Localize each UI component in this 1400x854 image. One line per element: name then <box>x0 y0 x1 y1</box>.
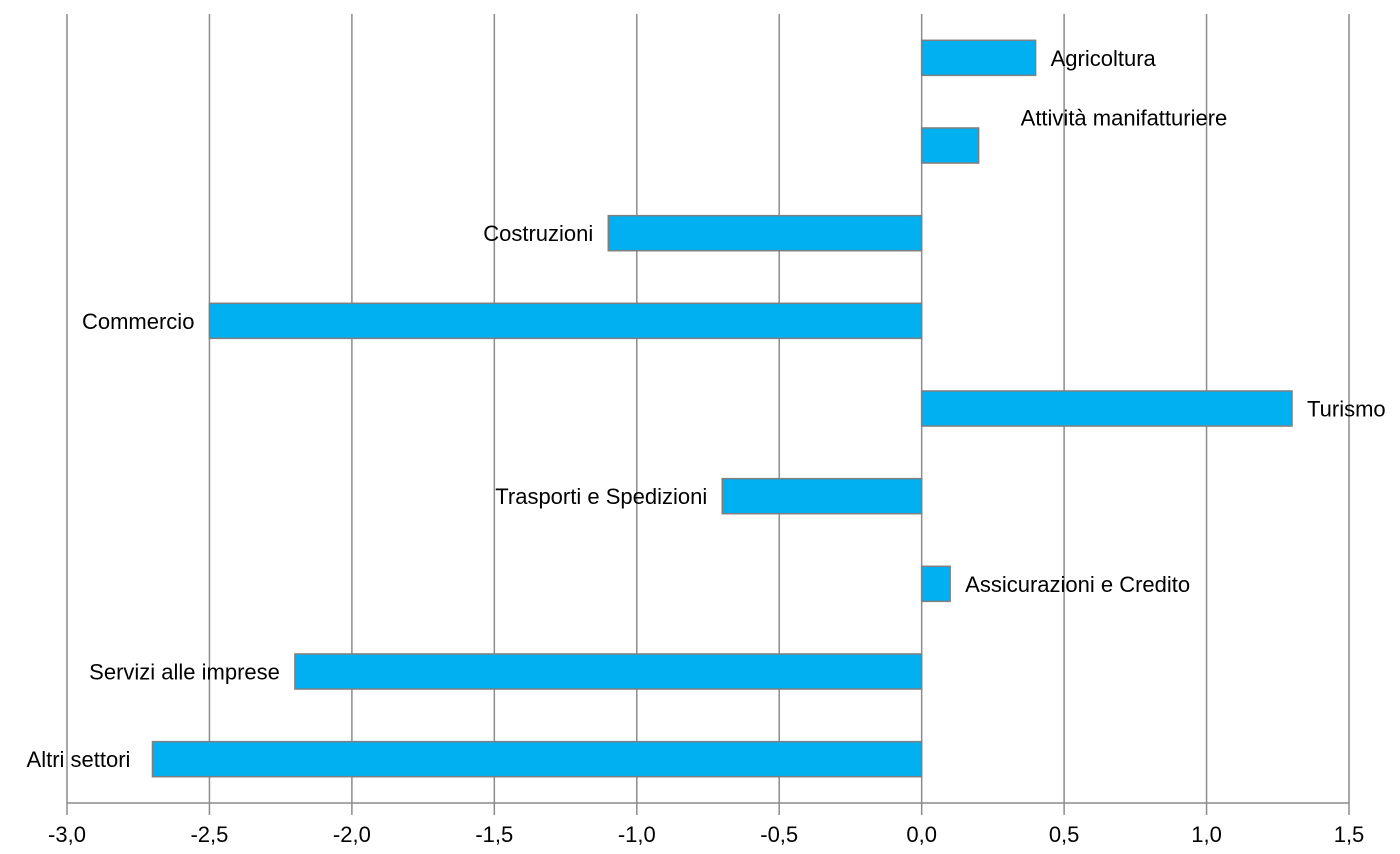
bar-category-label: Agricoltura <box>1051 46 1157 71</box>
bar <box>920 390 1293 427</box>
x-tick-label: 1,5 <box>1334 822 1365 847</box>
bar-category-label: Turismo <box>1307 397 1386 422</box>
bar <box>151 740 923 778</box>
x-tick-label: -0,5 <box>760 822 798 847</box>
bar-category-label: Servizi alle imprese <box>89 660 280 685</box>
x-tick-label: -3,0 <box>48 822 86 847</box>
bar-category-label: Trasporti e Spedizioni <box>495 484 707 509</box>
bar-labels: Agricoltura Attività manifatturiere Costru… <box>27 46 1386 772</box>
x-tick-label: -2,0 <box>333 822 371 847</box>
bar <box>607 214 923 252</box>
x-tick-label: -2,5 <box>190 822 228 847</box>
bar-category-label: Assicurazioni e Credito <box>965 572 1190 597</box>
bar-category-label: Costruzioni <box>483 221 593 246</box>
x-tick-label: -1,0 <box>618 822 656 847</box>
bar <box>208 302 923 340</box>
bar <box>920 565 951 603</box>
x-tick-label: 1,0 <box>1191 822 1222 847</box>
bar <box>721 477 923 515</box>
bar <box>920 127 980 164</box>
bar <box>294 653 923 690</box>
x-axis: -3,0 -2,5 -2,0 -1,5 -1,0 -0,5 0,0 0,5 1,0 1,5 <box>48 802 1365 847</box>
x-tick-label: 0,5 <box>1049 822 1080 847</box>
bar-category-label: Attività manifatturiere <box>1021 106 1228 131</box>
x-tick-label: -1,5 <box>475 822 513 847</box>
bar-category-label: Altri settori <box>27 747 131 772</box>
x-tick-label: 0,0 <box>906 822 937 847</box>
bar <box>920 39 1037 77</box>
bars <box>151 39 1293 778</box>
bar-category-label: Commercio <box>82 309 194 334</box>
